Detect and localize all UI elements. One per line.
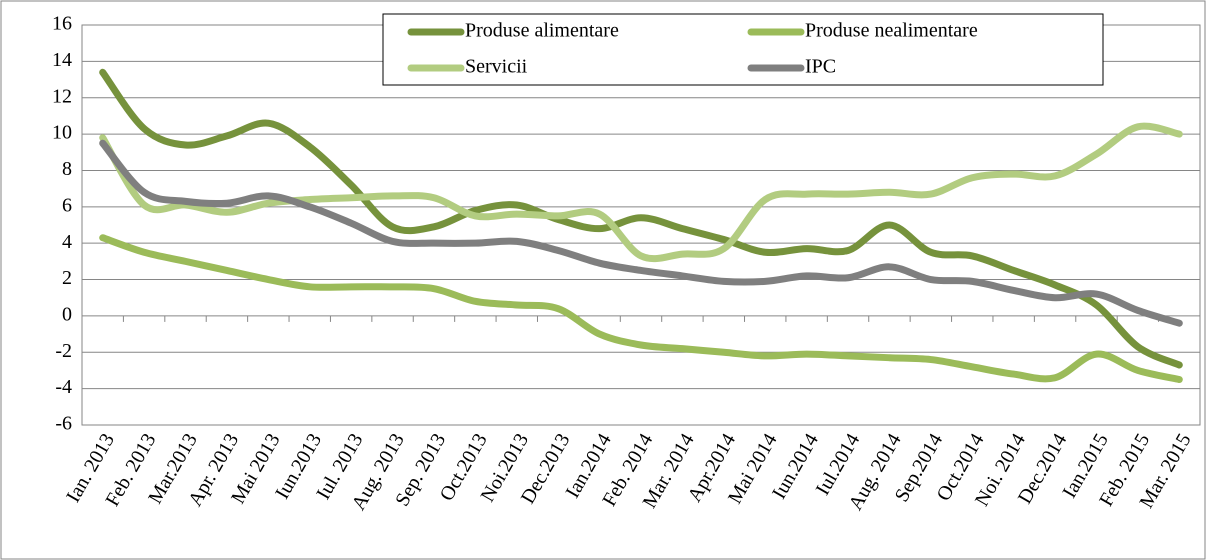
y-tick-label: 10	[52, 122, 72, 144]
y-tick-label: 0	[62, 304, 72, 326]
y-tick-label: -4	[55, 376, 72, 398]
legend-label: IPC	[805, 56, 836, 78]
legend-label: Produse nealimentare	[805, 20, 978, 42]
line-series	[99, 139, 1183, 327]
line-series	[99, 122, 1183, 263]
y-tick-label: -2	[55, 340, 72, 362]
y-tick-label: 16	[52, 13, 72, 35]
line-series	[99, 234, 1183, 384]
y-tick-label: 6	[62, 194, 72, 216]
legend-label: Produse alimentare	[465, 20, 619, 42]
legend-box	[382, 13, 1104, 86]
y-tick-label: 2	[62, 267, 72, 289]
y-tick-label: -6	[55, 413, 72, 435]
y-tick-label: 12	[52, 85, 72, 107]
y-tick-label: 14	[52, 49, 72, 71]
y-tick-label: 8	[62, 158, 72, 180]
y-tick-label: 4	[62, 231, 72, 253]
line-series	[99, 68, 1183, 369]
legend-label: Servicii	[465, 56, 528, 78]
